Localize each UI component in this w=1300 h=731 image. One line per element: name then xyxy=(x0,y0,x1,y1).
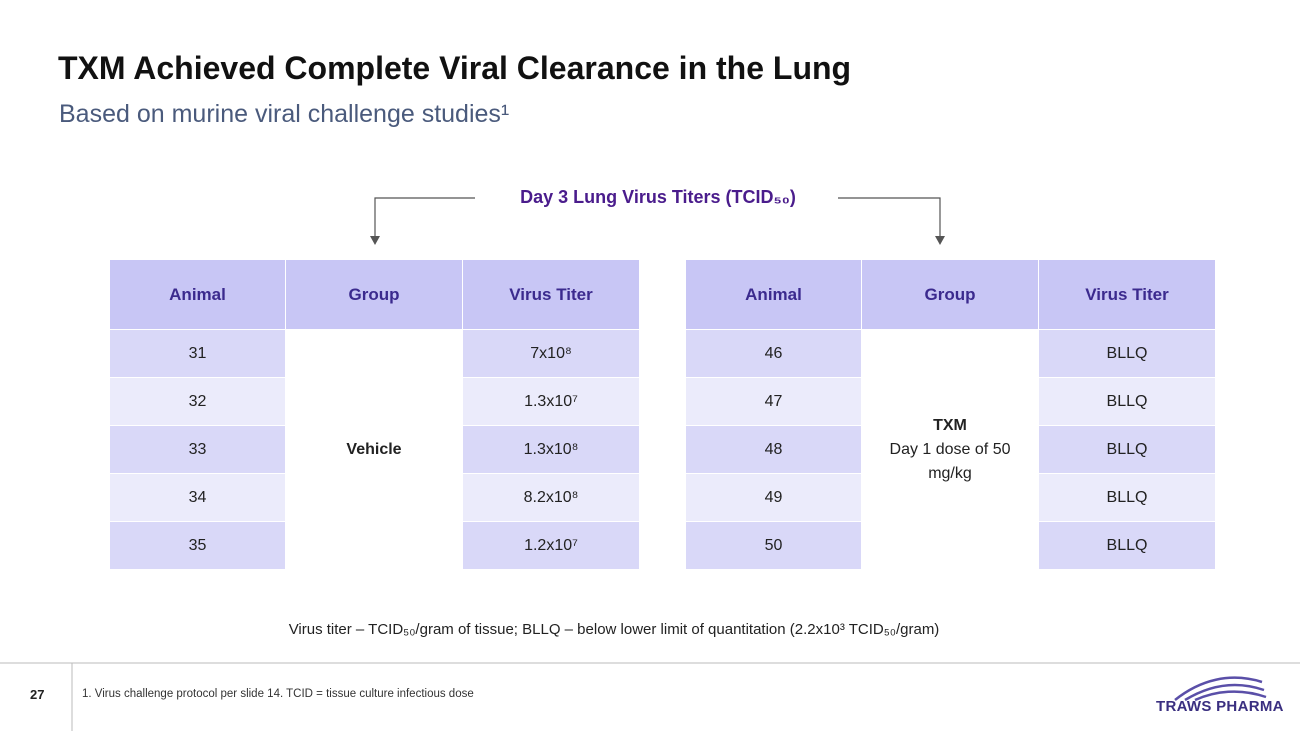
titer-cell: BLLQ xyxy=(1039,378,1215,425)
titer-cell: 1.2x10⁷ xyxy=(463,522,639,569)
animal-cell: 35 xyxy=(110,522,285,569)
animal-cell: 32 xyxy=(110,378,285,425)
animal-cell: 46 xyxy=(686,330,861,377)
titer-cell: 8.2x10⁸ xyxy=(463,474,639,521)
animal-cell: 50 xyxy=(686,522,861,569)
column-header: Virus Titer xyxy=(463,260,639,329)
titer-cell: BLLQ xyxy=(1039,522,1215,569)
column-header: Group xyxy=(286,260,462,329)
animal-cell: 31 xyxy=(110,330,285,377)
animal-cell: 47 xyxy=(686,378,861,425)
note: Virus titer – TCID₅₀/gram of tissue; BLL… xyxy=(288,621,940,638)
subtitle: Based on murine viral challenge studies¹ xyxy=(59,100,510,128)
titer-cell: BLLQ xyxy=(1039,330,1215,377)
title: TXM Achieved Complete Viral Clearance in… xyxy=(58,50,852,86)
logo: TRAWS PHARMA xyxy=(1156,698,1284,715)
page-number: 27 xyxy=(30,687,45,702)
animal-cell: 49 xyxy=(686,474,861,521)
group-cell: Vehicle xyxy=(286,330,462,569)
column-header: Animal xyxy=(110,260,285,329)
column-header: Animal xyxy=(686,260,861,329)
column-header: Group xyxy=(862,260,1038,329)
group-cell: TXM Day 1 dose of 50 mg/kg xyxy=(862,330,1038,569)
group-detail: Day 1 dose of 50 mg/kg xyxy=(889,440,1011,482)
animal-cell: 33 xyxy=(110,426,285,473)
titer-cell: 7x10⁸ xyxy=(463,330,639,377)
animal-cell: 48 xyxy=(686,426,861,473)
titer-cell: 1.3x10⁸ xyxy=(463,426,639,473)
titer-cell: BLLQ xyxy=(1039,426,1215,473)
footnote: 1. Virus challenge protocol per slide 14… xyxy=(82,688,474,700)
table-title: Day 3 Lung Virus Titers (TCID₅₀) xyxy=(520,187,796,207)
titer-cell: 1.3x10⁷ xyxy=(463,378,639,425)
animal-cell: 34 xyxy=(110,474,285,521)
group-title: Vehicle xyxy=(346,440,402,458)
titer-cell: BLLQ xyxy=(1039,474,1215,521)
column-header: Virus Titer xyxy=(1039,260,1215,329)
group-title: TXM xyxy=(933,416,967,434)
